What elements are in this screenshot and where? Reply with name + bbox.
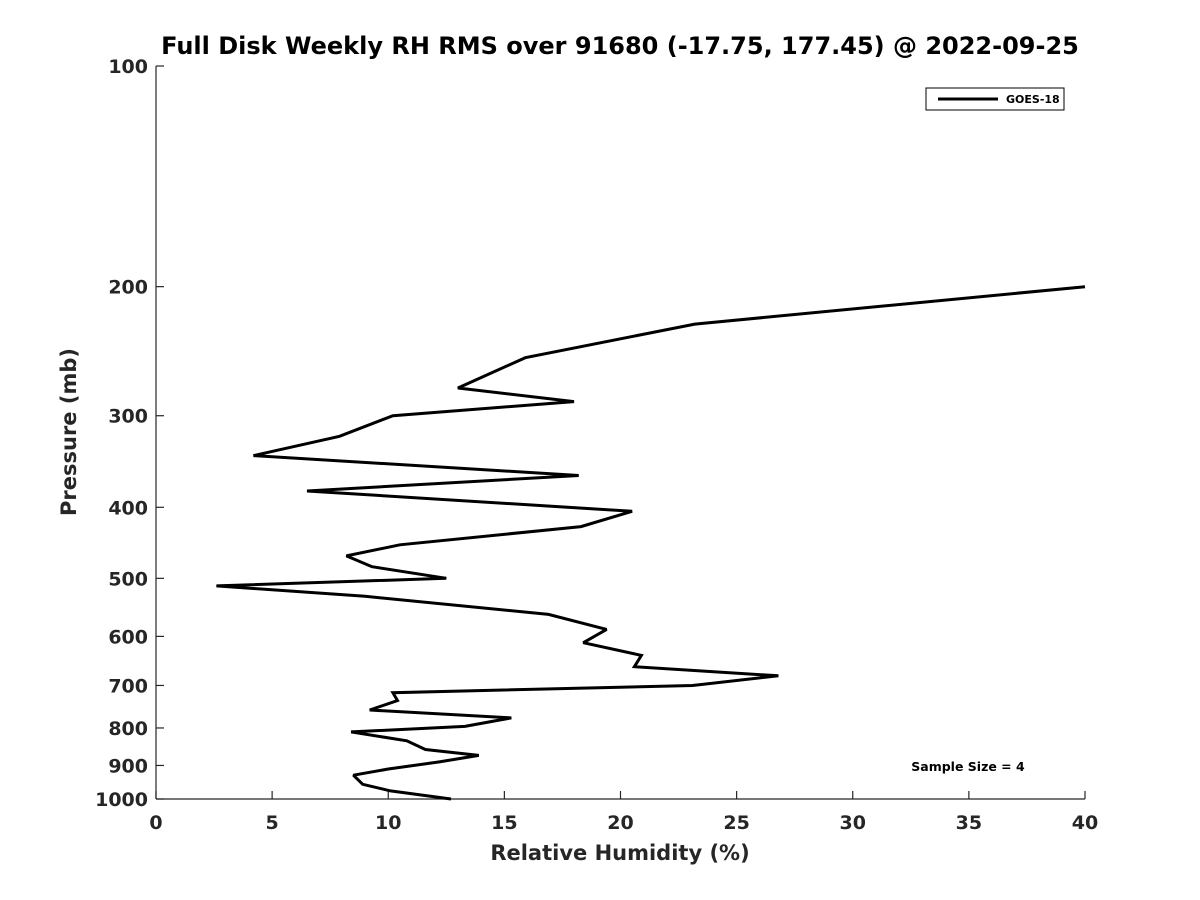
y-tick-label: 500: [108, 568, 148, 590]
legend: GOES-18: [925, 87, 1065, 111]
series-group: [216, 285, 1086, 801]
x-tick-label: 40: [1072, 812, 1098, 834]
x-tick-label: 10: [375, 812, 401, 834]
x-tick-label: 0: [149, 812, 162, 834]
chart-title: Full Disk Weekly RH RMS over 91680 (-17.…: [161, 32, 1079, 60]
y-tick-label: 400: [108, 497, 148, 519]
sample-size-annotation: Sample Size = 4: [911, 759, 1025, 774]
y-tick-label: 1000: [95, 789, 148, 811]
y-tick-label: 700: [108, 675, 148, 697]
y-tick-label: 900: [108, 755, 148, 777]
y-tick-label: 300: [108, 406, 148, 428]
x-tick-label: 35: [956, 812, 982, 834]
series-line-goes-18: [216, 285, 1086, 801]
y-tick-label: 200: [108, 277, 148, 299]
legend-label-goes-18: GOES-18: [1006, 93, 1060, 106]
x-tick-label: 20: [607, 812, 633, 834]
x-tick-label: 5: [266, 812, 279, 834]
x-tick-label: 30: [840, 812, 866, 834]
y-axis-label: Pressure (mb): [57, 348, 81, 516]
x-axis-label: Relative Humidity (%): [490, 841, 749, 865]
y-tick-label: 100: [108, 56, 148, 78]
x-tick-label: 15: [491, 812, 517, 834]
axes: 0 5 10 15 20 25 30 35 40 100 200 300 400 500 600 700 800…: [95, 56, 1098, 834]
x-tick-label: 25: [723, 812, 749, 834]
y-tick-label: 600: [108, 626, 148, 648]
y-tick-label: 800: [108, 718, 148, 740]
